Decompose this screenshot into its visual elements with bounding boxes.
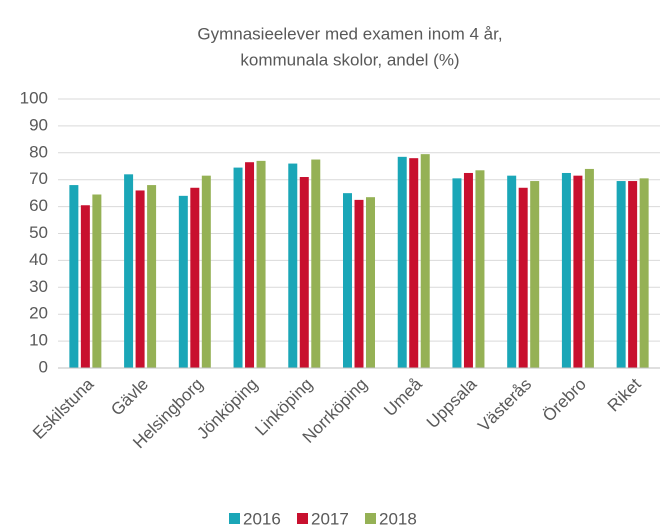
bar xyxy=(475,170,485,368)
bar xyxy=(92,194,102,368)
legend-label: 2016 xyxy=(243,509,281,527)
bar xyxy=(233,167,243,368)
x-tick-label: Umeå xyxy=(380,374,426,420)
legend-swatch xyxy=(365,513,376,524)
bar xyxy=(124,174,134,368)
x-tick-label: Eskilstuna xyxy=(29,374,98,443)
bar xyxy=(530,181,540,368)
bar xyxy=(616,181,626,368)
legend-swatch xyxy=(297,513,308,524)
bar xyxy=(463,172,473,368)
y-tick-label: 10 xyxy=(29,331,48,350)
bar xyxy=(201,175,211,368)
y-tick-label: 90 xyxy=(29,115,48,134)
bar xyxy=(299,177,309,368)
bar xyxy=(354,199,364,368)
y-tick-label: 50 xyxy=(29,223,48,242)
bar xyxy=(397,156,407,368)
bar xyxy=(561,172,571,368)
x-tick-label: Riket xyxy=(604,374,645,415)
chart-title: Gymnasieelever med examen inom 4 år, xyxy=(197,24,502,43)
y-tick-label: 60 xyxy=(29,196,48,215)
bar xyxy=(573,175,583,368)
bar xyxy=(135,190,145,368)
bar xyxy=(311,159,321,368)
y-tick-label: 40 xyxy=(29,250,48,269)
bar xyxy=(190,187,200,368)
y-tick-label: 30 xyxy=(29,277,48,296)
bar xyxy=(628,181,638,368)
x-tick-label: Uppsala xyxy=(423,374,481,432)
y-tick-label: 100 xyxy=(20,88,48,107)
legend-label: 2017 xyxy=(311,509,349,527)
bar xyxy=(584,168,594,368)
y-tick-label: 70 xyxy=(29,169,48,188)
x-tick-label: Örebro xyxy=(539,375,590,426)
bar xyxy=(288,163,298,368)
x-tick-label: Västerås xyxy=(474,375,535,436)
bar xyxy=(420,154,430,368)
bar xyxy=(409,158,419,368)
y-tick-label: 20 xyxy=(29,304,48,323)
y-tick-label: 80 xyxy=(29,142,48,161)
bar xyxy=(69,185,79,368)
y-tick-label: 0 xyxy=(39,357,48,376)
bar xyxy=(507,175,517,368)
bar xyxy=(639,178,649,368)
legend-label: 2018 xyxy=(379,509,417,527)
bar xyxy=(245,162,255,368)
bar xyxy=(178,195,188,368)
legend-swatch xyxy=(229,513,240,524)
bar xyxy=(256,160,266,368)
x-tick-label: Gävle xyxy=(107,375,152,420)
bar xyxy=(452,178,462,368)
bar xyxy=(147,185,157,368)
chart-title: kommunala skolor, andel (%) xyxy=(240,50,459,69)
bar xyxy=(343,193,352,368)
bar xyxy=(80,205,90,368)
bar xyxy=(366,197,375,368)
bar xyxy=(518,187,528,368)
